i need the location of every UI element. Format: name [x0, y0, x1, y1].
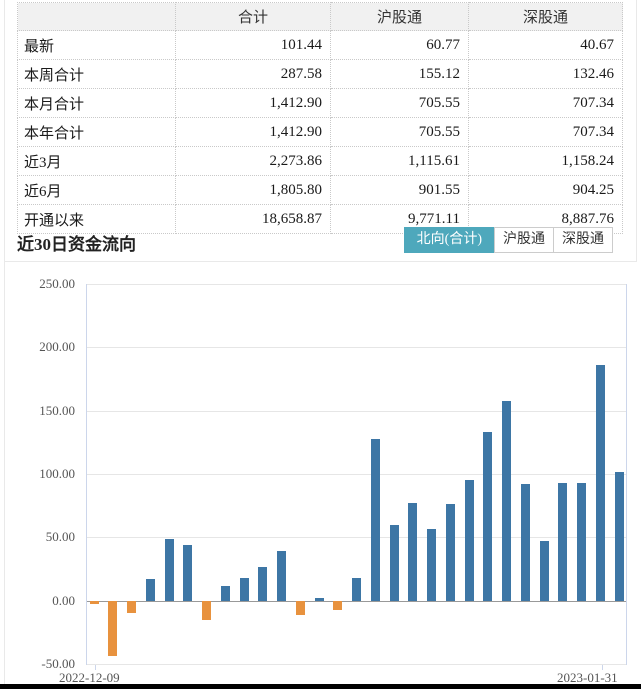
flow-bar[interactable] [558, 482, 568, 601]
flow-bar[interactable] [502, 400, 511, 601]
flow-bar[interactable] [183, 544, 193, 601]
flow-bar[interactable] [539, 541, 549, 601]
flow-bar[interactable] [595, 365, 605, 601]
gridline [87, 474, 626, 475]
flow-bar[interactable] [89, 600, 99, 605]
value-cell: 287.58 [175, 59, 331, 89]
row-label-cell: 本年合计 [17, 117, 176, 147]
value-cell: 1,805.80 [175, 175, 331, 205]
row-label-cell: 近6月 [17, 175, 176, 205]
table-row: 近6月 1,805.80 901.55 904.25 [17, 175, 623, 205]
table-row: 近3月 2,273.86 1,115.61 1,158.24 [17, 146, 623, 176]
y-axis-tick-label: 250.00 [39, 276, 75, 291]
y-axis-tick-label: 200.00 [39, 339, 75, 355]
row-label-cell: 本周合计 [17, 59, 176, 89]
capital-flow-summary-table: 合计 沪股通 深股通 最新 101.44 60.77 40.67 本周合计 28… [17, 2, 623, 234]
gridline [87, 664, 626, 665]
flow-bar[interactable] [577, 482, 586, 601]
row-label-cell: 最新 [17, 30, 176, 60]
row-label-cell: 近3月 [17, 146, 176, 176]
chart-section-header: 近30日资金流向 北向(合计) 沪股通 深股通 [0, 222, 641, 260]
x-axis-tick-label: 2022-12-09 [59, 670, 120, 685]
value-cell: 40.67 [468, 30, 623, 60]
x-axis-tick-label: 2023-01-31 [557, 670, 618, 685]
flow-bar[interactable] [389, 524, 399, 601]
flow-bar[interactable] [108, 600, 118, 657]
value-cell: 705.55 [330, 88, 469, 118]
value-cell: 60.77 [330, 30, 469, 60]
row-label-cell: 本月合计 [17, 88, 176, 118]
header-shenzhen-connect: 深股通 [468, 2, 623, 31]
gridline [87, 537, 626, 539]
flow-bar[interactable] [127, 600, 136, 614]
page-left-border [4, 0, 5, 684]
tab-shanghai-connect[interactable]: 沪股通 [494, 227, 554, 253]
value-cell: 1,412.90 [175, 88, 331, 118]
value-cell: 9,771.11 [330, 204, 469, 234]
gridline [87, 410, 626, 412]
flow-bar[interactable] [164, 538, 174, 601]
y-axis-tick-label: 50.00 [45, 529, 75, 545]
header-total: 合计 [175, 2, 331, 31]
value-cell: 132.46 [468, 59, 623, 89]
chart-tab-group: 北向(合计) 沪股通 深股通 [403, 227, 613, 253]
value-cell: 707.34 [468, 88, 623, 118]
table-row: 本月合计 1,412.90 705.55 707.34 [17, 88, 623, 118]
gridline [87, 284, 626, 285]
y-axis-tick-label: 100.00 [39, 466, 75, 481]
section-title: 近30日资金流向 [17, 235, 136, 254]
flow-bar[interactable] [370, 438, 380, 601]
table-row: 本周合计 287.58 155.12 132.46 [17, 59, 623, 89]
value-cell: 904.25 [468, 175, 623, 205]
capital-flow-chart: 250.00 200.00 150.00 100.00 50.00 0.00 -50.00 2… [5, 261, 637, 685]
value-cell: 101.44 [175, 30, 331, 60]
flow-bar[interactable] [520, 484, 530, 601]
table-header-row: 合计 沪股通 深股通 [17, 2, 623, 31]
flow-bar[interactable] [295, 600, 305, 615]
value-cell: 18,658.87 [175, 204, 331, 234]
tab-shenzhen-connect[interactable]: 深股通 [553, 227, 613, 253]
value-cell: 155.12 [330, 59, 469, 89]
flow-bar[interactable] [445, 504, 455, 601]
flow-bar[interactable] [333, 600, 343, 610]
flow-bar[interactable] [314, 598, 324, 601]
flow-bar[interactable] [427, 528, 436, 601]
gridline [87, 347, 626, 349]
flow-bar[interactable] [483, 432, 493, 601]
value-cell: 1,115.61 [330, 146, 469, 176]
zero-axis-line [87, 600, 626, 602]
value-cell: 1,158.24 [468, 146, 623, 176]
flow-bar[interactable] [239, 577, 249, 601]
chart-plot [86, 284, 627, 665]
flow-bar[interactable] [614, 472, 624, 601]
table-row: 本年合计 1,412.90 705.55 707.34 [17, 117, 623, 147]
flow-bar[interactable] [258, 566, 268, 601]
value-cell: 1,412.90 [175, 117, 331, 147]
x-axis-tick [95, 665, 96, 670]
flow-bar[interactable] [464, 480, 474, 601]
flow-bar[interactable] [145, 579, 155, 601]
flow-bar[interactable] [277, 551, 286, 601]
table-row: 最新 101.44 60.77 40.67 [17, 30, 623, 60]
value-cell: 705.55 [330, 117, 469, 147]
value-cell: 901.55 [330, 175, 469, 205]
y-axis-tick-label: 150.00 [39, 402, 75, 418]
flow-bar[interactable] [220, 585, 230, 601]
value-cell: 2,273.86 [175, 146, 331, 176]
value-cell: 707.34 [468, 117, 623, 147]
y-axis-tick-label: 0.00 [52, 592, 75, 608]
y-axis-tick-label: -50.00 [41, 656, 75, 671]
bottom-edge-bar [0, 684, 641, 689]
flow-bar[interactable] [202, 600, 211, 620]
header-shanghai-connect: 沪股通 [330, 2, 469, 31]
x-axis-tick [602, 665, 603, 670]
header-empty [17, 2, 176, 31]
tab-northbound-total[interactable]: 北向(合计) [403, 227, 495, 253]
flow-bar[interactable] [352, 577, 361, 601]
flow-bar[interactable] [408, 503, 418, 601]
row-label-cell: 开通以来 [17, 204, 176, 234]
